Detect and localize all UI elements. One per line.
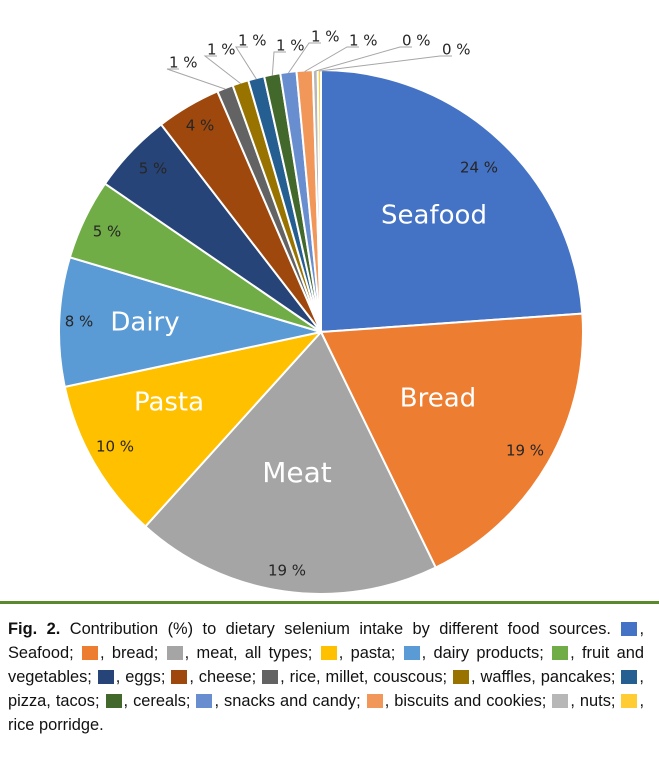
pct-label-pizza-tacos: 1 % — [238, 32, 267, 50]
legend-label-snacks-and-candy: , snacks and candy; — [214, 692, 366, 710]
slice-bread — [319, 312, 584, 569]
legend-swatch-snacks-and-candy — [196, 694, 213, 708]
legend-label-biscuits-and-cookies: , biscuits and cookies; — [384, 692, 552, 710]
legend-label-dairy-products: , dairy products; — [421, 644, 552, 662]
legend-swatch-pasta — [320, 646, 337, 660]
legend-label-cereals: , cereals; — [123, 692, 196, 710]
legend-swatch-waffles-pancakes — [453, 670, 470, 684]
legend-label-seafood: , Seafood; — [8, 620, 645, 662]
figure-label: Fig. 2. — [8, 620, 61, 638]
legend-label-cheese: , cheese; — [189, 668, 262, 686]
legend-swatch-bread — [81, 646, 98, 660]
figure-caption: Fig. 2. Contribution (%) to dietary sele… — [8, 617, 644, 737]
pct-label-nuts: 0 % — [402, 32, 431, 50]
slice-dairy-products — [58, 256, 322, 389]
pct-label-rice-porridge: 0 % — [442, 41, 471, 59]
legend-swatch-dairy-products — [403, 646, 420, 660]
caption-text: Contribution (%) to dietary selenium int… — [69, 620, 611, 638]
leader-line-biscuits-and-cookies — [304, 46, 359, 72]
leader-line-pizza-tacos — [235, 46, 257, 80]
slice-pasta — [63, 330, 324, 528]
category-label-meat-all-types: Meat — [262, 456, 332, 489]
pct-label-eggs: 5 % — [139, 160, 168, 178]
legend-swatch-seafood — [621, 622, 638, 636]
pct-label-cheese: 4 % — [186, 117, 215, 135]
pct-label-biscuits-and-cookies: 1 % — [349, 32, 378, 50]
pct-label-rice-millet-couscous: 1 % — [169, 54, 198, 72]
caption-legend: , Seafood; , bread; , meat, all types; ,… — [8, 620, 644, 734]
legend-label-bread: , bread; — [99, 644, 166, 662]
leader-line-nuts — [315, 46, 412, 72]
category-label-seafood: Seafood — [381, 201, 487, 231]
pct-label-snacks-and-candy: 1 % — [311, 28, 340, 46]
leader-line-snacks-and-candy — [287, 42, 321, 74]
leader-line-cereals — [271, 51, 286, 76]
leader-line-waffles-pancakes — [203, 55, 242, 84]
legend-label-pasta: , pasta; — [338, 644, 403, 662]
pie-slices — [58, 68, 584, 595]
category-label-bread: Bread — [400, 384, 476, 414]
legend-label-rice-porridge: , rice porridge. — [8, 692, 645, 734]
legend-swatch-cheese — [171, 670, 188, 684]
legend-swatch-pizza-tacos — [621, 670, 638, 684]
legend-label-waffles-pancakes: , waffles, pancakes; — [471, 668, 621, 686]
legend-label-fruit-and-vegetables: , fruit and vegetables; — [8, 644, 645, 686]
legend-label-nuts: , nuts; — [570, 692, 621, 710]
legend-swatch-biscuits-and-cookies — [366, 694, 383, 708]
pct-label-seafood: 24 % — [460, 159, 498, 177]
legend-swatch-cereals — [105, 694, 122, 708]
legend-swatch-meat-all-types — [166, 646, 183, 660]
slice-meat-all-types — [143, 330, 438, 595]
category-label-dairy-products: Dairy — [110, 308, 179, 338]
pct-label-pasta: 10 % — [96, 438, 134, 456]
legend-swatch-fruit-and-vegetables — [552, 646, 569, 660]
legend-swatch-eggs — [97, 670, 114, 684]
pct-label-dairy-products: 8 % — [65, 313, 94, 331]
legend-label-pizza-tacos: , pizza, tacos; — [8, 668, 644, 710]
pct-label-bread: 19 % — [506, 442, 544, 460]
legend-label-rice-millet-couscous: , rice, millet, couscous; — [280, 668, 453, 686]
legend-swatch-rice-porridge — [621, 694, 638, 708]
leader-line-rice-millet-couscous — [166, 68, 226, 90]
pct-label-meat-all-types: 19 % — [268, 562, 306, 580]
pct-label-cereals: 1 % — [276, 37, 305, 55]
pct-label-waffles-pancakes: 1 % — [207, 41, 236, 59]
percentage-labels: 24 %19 %19 %10 %8 %5 %5 %4 %1 %1 % 1 % 1 %… — [65, 28, 544, 580]
leader-lines — [166, 42, 452, 90]
legend-label-eggs: , eggs; — [115, 668, 171, 686]
pie-chart: 24 %19 %19 %10 %8 %5 %5 %4 %1 %1 % 1 % 1 %… — [58, 28, 584, 595]
pct-label-fruit-and-vegetables: 5 % — [93, 223, 122, 241]
legend-label-meat-all-types: , meat, all types; — [184, 644, 320, 662]
category-labels: Seafood Bread Meat Pasta Dairy — [110, 201, 487, 490]
category-label-pasta: Pasta — [134, 388, 204, 418]
legend-swatch-rice-millet-couscous — [262, 670, 279, 684]
leader-line-rice-porridge — [319, 55, 452, 72]
legend-swatch-nuts — [552, 694, 569, 708]
slice-seafood — [320, 68, 584, 334]
figure-separator — [0, 601, 659, 604]
